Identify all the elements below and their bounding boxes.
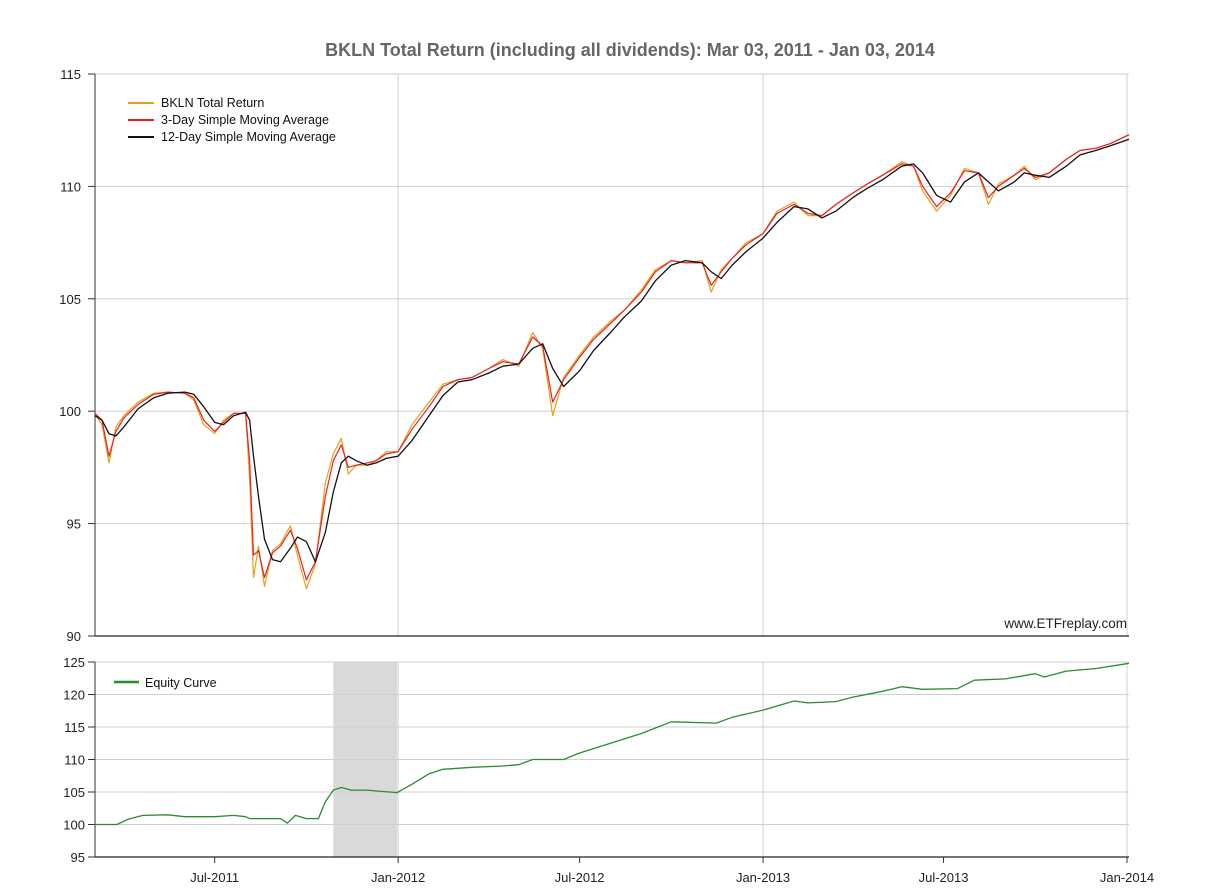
x-tick-label: Jul-2012 <box>555 870 605 885</box>
top-series-group <box>94 134 1130 590</box>
top-grid <box>95 73 1129 636</box>
top-y-tick-label: 90 <box>67 629 81 644</box>
bottom-grid <box>95 661 1129 857</box>
watermark-text: www.ETFreplay.com <box>1003 616 1127 631</box>
legend-label: 3-Day Simple Moving Average <box>161 113 329 127</box>
legend-label: 12-Day Simple Moving Average <box>161 130 336 144</box>
bottom-y-tick-label: 120 <box>63 688 85 703</box>
bottom-y-tick-label: 105 <box>63 785 85 800</box>
series-line-bkln-total-return <box>94 134 1130 590</box>
top-y-tick-label: 105 <box>59 292 81 307</box>
x-tick-label: Jan-2013 <box>736 870 790 885</box>
x-tick-label: Jul-2011 <box>190 870 239 885</box>
top-y-tick-label: 110 <box>60 179 81 194</box>
top-y-tick-label: 115 <box>60 67 81 82</box>
bottom-legend: Equity Curve <box>114 676 217 690</box>
legend-label: BKLN Total Return <box>161 96 264 110</box>
series-line-12-day-simple-moving-average <box>94 138 1130 563</box>
bottom-y-tick-label: 110 <box>64 753 85 768</box>
x-tick-label: Jan-2014 <box>1100 870 1154 885</box>
x-tick-label: Jul-2013 <box>919 870 969 885</box>
top-legend: BKLN Total Return 3-Day Simple Moving Ave… <box>128 96 336 144</box>
series-line-3-day-simple-moving-average <box>94 134 1130 581</box>
legend-label: Equity Curve <box>145 676 217 690</box>
series-line-equity-curve <box>95 662 1130 826</box>
bottom-y-tick-label: 115 <box>64 720 85 735</box>
bottom-y-axis: 125 120 115 110 105 100 95 <box>63 655 1129 865</box>
bottom-y-tick-label: 95 <box>71 850 85 865</box>
bottom-series-group <box>95 662 1130 826</box>
bottom-legend-background <box>108 672 240 694</box>
bottom-y-tick-label: 125 <box>63 655 85 670</box>
x-tick-label: Jan-2012 <box>371 870 425 885</box>
chart-title: BKLN Total Return (including all dividen… <box>325 40 935 60</box>
top-price-panel: 115 110 105 100 95 90 BKLN Total Return 3-Day … <box>59 67 1130 644</box>
bottom-equity-panel: 125 120 115 110 105 100 95 Equity Curve Jul-20… <box>63 655 1154 885</box>
bottom-y-tick-label: 100 <box>63 818 85 833</box>
x-axis: Jul-2011 Jan-2012 Jul-2012 Jan-2013 Jul-2013… <box>190 857 1154 885</box>
top-y-tick-label: 100 <box>59 404 81 419</box>
top-y-axis: 115 110 105 100 95 90 <box>59 67 1129 644</box>
top-y-tick-label: 95 <box>67 517 81 532</box>
